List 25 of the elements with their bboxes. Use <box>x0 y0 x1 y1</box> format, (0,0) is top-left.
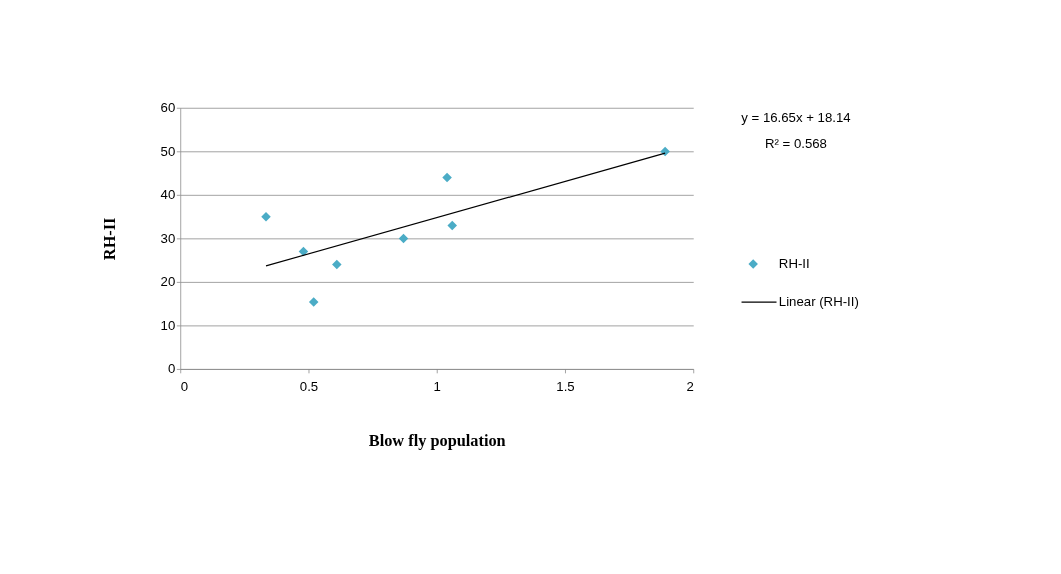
y-tick-label: 10 <box>160 317 176 333</box>
legend-label: Linear (RH-II) <box>778 294 859 310</box>
y-tick-label: 40 <box>160 187 176 203</box>
point <box>332 259 342 270</box>
text: y = 16.65x + 18.14 <box>741 109 851 125</box>
point <box>442 172 452 183</box>
x-axis-title: Blow fly population <box>368 430 506 450</box>
point <box>261 211 271 222</box>
x-tick-label: 0.5 <box>299 379 319 395</box>
y-tick-label: 20 <box>160 274 176 290</box>
point <box>308 297 319 307</box>
x-tick-label: 1 <box>433 379 441 395</box>
y-tick-label: 30 <box>160 230 176 246</box>
legend-label: RH-II <box>778 256 810 271</box>
x-tick-label: 0 <box>180 379 189 395</box>
text: R² = 0.568 <box>764 135 827 151</box>
point <box>447 220 457 231</box>
y-tick-label: 0 <box>167 361 176 377</box>
x-tick-label: 2 <box>686 379 694 395</box>
point <box>398 233 409 244</box>
y-tick-label: 50 <box>160 143 176 159</box>
x-tick-label: 1.5 <box>556 379 575 395</box>
y-tick-label: 60 <box>160 100 176 116</box>
point <box>660 146 670 157</box>
y-axis-title: RH-II <box>99 217 119 261</box>
